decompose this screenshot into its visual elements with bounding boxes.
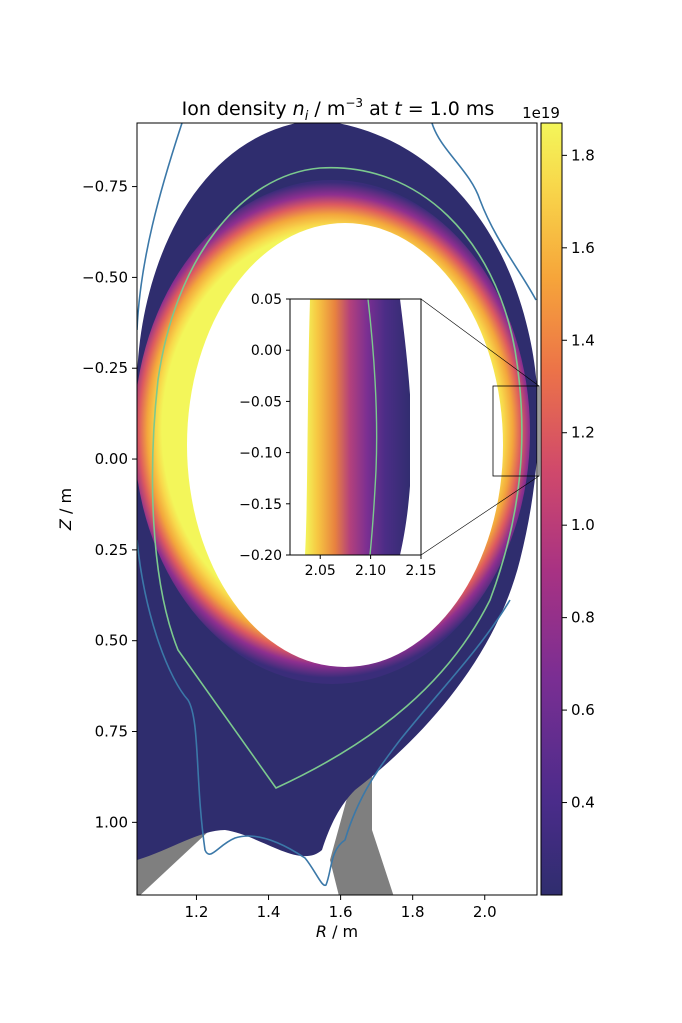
x-tick-label: 2.0 bbox=[473, 903, 497, 921]
inset-outer-blank bbox=[410, 299, 421, 555]
y-tick-label: 0.25 bbox=[95, 541, 128, 559]
inset-y-tick-label: −0.10 bbox=[239, 446, 282, 462]
y-tick-label: 0.00 bbox=[95, 450, 128, 468]
x-axis-label: R / m bbox=[316, 922, 358, 941]
inset-x-ticks: 2.05 2.10 2.15 bbox=[305, 555, 437, 579]
inset-y-tick-label: −0.15 bbox=[239, 497, 282, 513]
wall-curve-bottom bbox=[137, 539, 511, 886]
y-axis-label: Z / m bbox=[56, 488, 75, 531]
inset-y-tick-label: −0.05 bbox=[239, 394, 282, 410]
main-y-ticks: −0.75 −0.50 −0.25 0.00 0.25 0.50 0.75 1.00 bbox=[82, 178, 137, 831]
main-x-ticks: 1.2 1.4 1.6 1.8 2.0 bbox=[185, 895, 497, 921]
colorbar-tick-label: 1.8 bbox=[571, 146, 595, 164]
y-tick-label: −0.75 bbox=[82, 178, 128, 196]
colorbar-tick-label: 0.8 bbox=[571, 609, 595, 627]
y-tick-label: −0.25 bbox=[82, 359, 128, 377]
wall-curve-right bbox=[431, 123, 537, 301]
colorbar-tick-label: 1.0 bbox=[571, 516, 595, 534]
chart-title: Ion density ni / m−3 at t = 1.0 ms bbox=[182, 96, 495, 124]
wall-curve bbox=[137, 123, 183, 331]
colorbar-ticks: 0.4 0.6 0.8 1.0 1.2 1.4 1.6 1.8 bbox=[562, 146, 595, 812]
colorbar-offset-label: 1e19 bbox=[522, 104, 560, 122]
main-axes-frame bbox=[136, 122, 538, 896]
colorbar-tick-label: 0.4 bbox=[571, 794, 595, 812]
x-tick-label: 1.8 bbox=[401, 903, 425, 921]
colorbar-tick-label: 0.6 bbox=[571, 701, 595, 719]
y-tick-label: 1.00 bbox=[95, 813, 128, 831]
colorbar bbox=[540, 122, 563, 896]
divertor-region-right bbox=[330, 770, 394, 895]
inset-density-band bbox=[305, 299, 412, 555]
y-tick-label: 0.50 bbox=[95, 632, 128, 650]
colorbar-tick-label: 1.6 bbox=[571, 239, 595, 257]
inset-plot-area bbox=[305, 299, 421, 555]
inset-x-tick-label: 2.05 bbox=[305, 563, 336, 579]
colorbar-tick-label: 1.4 bbox=[571, 331, 595, 349]
inset-y-tick-label: −0.20 bbox=[239, 548, 282, 564]
inset-separatrix bbox=[367, 299, 378, 555]
x-tick-label: 1.6 bbox=[329, 903, 353, 921]
inset-x-tick-label: 2.15 bbox=[405, 563, 436, 579]
inset-y-ticks: 0.05 0.00 −0.05 −0.10 −0.15 −0.20 bbox=[239, 292, 290, 564]
y-tick-label: 0.75 bbox=[95, 723, 128, 741]
inset-connector-top bbox=[420, 298, 540, 387]
colorbar-tick-label: 1.2 bbox=[571, 424, 595, 442]
inset-x-tick-label: 2.10 bbox=[355, 563, 386, 579]
y-tick-label: −0.50 bbox=[82, 268, 128, 286]
inset-y-tick-label: 0.05 bbox=[251, 292, 282, 308]
inset-y-tick-label: 0.00 bbox=[251, 343, 282, 359]
x-tick-label: 1.2 bbox=[185, 903, 209, 921]
x-tick-label: 1.4 bbox=[257, 903, 281, 921]
separatrix-curve bbox=[151, 166, 523, 790]
inset-zoom-box bbox=[492, 385, 540, 477]
inset-connector-bottom bbox=[420, 475, 540, 556]
inset-axes-frame bbox=[289, 298, 422, 556]
